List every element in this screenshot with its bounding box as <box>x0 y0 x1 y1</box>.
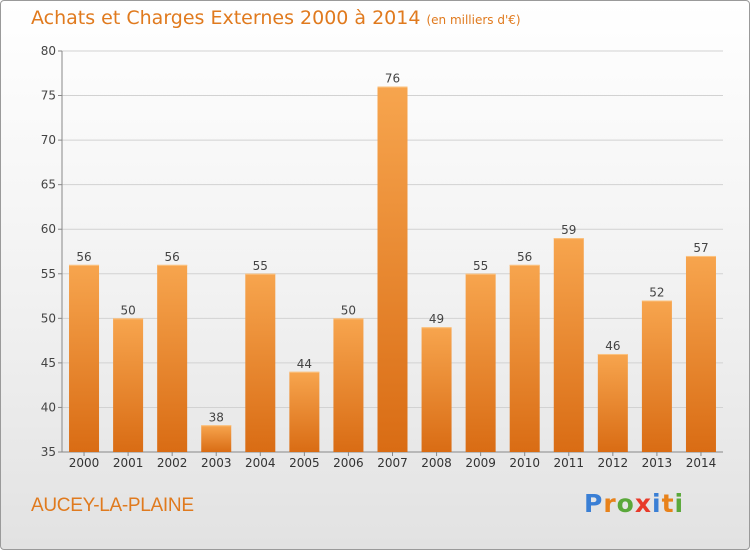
y-tick-label: 55 <box>41 267 56 281</box>
data-label: 76 <box>385 72 400 86</box>
y-tick-label: 45 <box>41 356 56 370</box>
y-tick-label: 65 <box>41 178 56 192</box>
x-tick-label: 2012 <box>598 456 629 470</box>
logo-letter: i <box>674 489 685 518</box>
chart-subtitle: (en milliers d'€) <box>426 13 521 27</box>
proxiti-logo[interactable]: Proxiti <box>584 489 684 518</box>
data-label: 56 <box>165 250 180 264</box>
bar-2012[interactable] <box>597 353 628 452</box>
x-tick-label: 2005 <box>289 456 320 470</box>
x-tick-label: 2008 <box>421 456 452 470</box>
data-label: 44 <box>297 357 312 371</box>
y-tick-label: 40 <box>41 400 56 414</box>
x-tick-label: 2014 <box>686 456 717 470</box>
x-tick-label: 2010 <box>509 456 540 470</box>
data-label: 38 <box>209 410 224 424</box>
x-tick-label: 2004 <box>245 456 276 470</box>
x-tick-label: 2009 <box>465 456 496 470</box>
bar-2008[interactable] <box>421 327 452 452</box>
data-label: 50 <box>341 303 356 317</box>
bar-2007[interactable] <box>377 86 408 453</box>
x-tick-label: 2006 <box>333 456 364 470</box>
logo-letter: x <box>634 489 652 518</box>
bar-2003[interactable] <box>201 425 232 452</box>
data-label: 55 <box>253 259 268 273</box>
town-name: AUCEY-LA-PLAINE <box>31 495 194 516</box>
bar-2004[interactable] <box>245 273 276 452</box>
data-label: 55 <box>473 259 488 273</box>
data-label: 50 <box>120 303 135 317</box>
y-tick-label: 80 <box>41 44 56 58</box>
data-label: 52 <box>649 286 664 300</box>
bar-2000[interactable] <box>69 264 100 452</box>
bar-2001[interactable] <box>113 318 144 452</box>
data-label: 59 <box>561 223 576 237</box>
logo-letter: o <box>616 489 635 518</box>
y-tick-label: 50 <box>41 311 56 325</box>
bar-2005[interactable] <box>289 371 320 452</box>
x-tick-label: 2001 <box>113 456 144 470</box>
x-tick-label: 2002 <box>157 456 188 470</box>
y-tick-label: 60 <box>41 222 56 236</box>
bar-2011[interactable] <box>553 238 584 452</box>
bar-2006[interactable] <box>333 318 364 452</box>
logo-letter: P <box>584 489 604 518</box>
x-tick-label: 2003 <box>201 456 232 470</box>
bar-2009[interactable] <box>465 273 496 452</box>
logo-letter: i <box>652 489 662 518</box>
data-label: 56 <box>517 250 532 264</box>
chart-title-row: Achats et Charges Externes 2000 à 2014 (e… <box>31 7 521 29</box>
x-tick-label: 2013 <box>642 456 673 470</box>
y-tick-label: 35 <box>41 445 56 459</box>
chart-title: Achats et Charges Externes 2000 à 2014 <box>31 7 421 29</box>
logo-letter: t <box>661 489 675 518</box>
x-tick-label: 2011 <box>553 456 584 470</box>
y-tick-label: 70 <box>41 133 56 147</box>
x-tick-label: 2000 <box>69 456 100 470</box>
x-tick-label: 2007 <box>377 456 408 470</box>
bar-2014[interactable] <box>685 255 716 452</box>
logo-letter: r <box>603 489 617 518</box>
data-label: 49 <box>429 312 444 326</box>
data-label: 57 <box>693 241 708 255</box>
bar-2013[interactable] <box>641 300 672 452</box>
data-label: 46 <box>605 339 620 353</box>
y-tick-label: 75 <box>41 89 56 103</box>
bar-2002[interactable] <box>157 264 188 452</box>
bar-2010[interactable] <box>509 264 540 452</box>
data-label: 56 <box>76 250 91 264</box>
